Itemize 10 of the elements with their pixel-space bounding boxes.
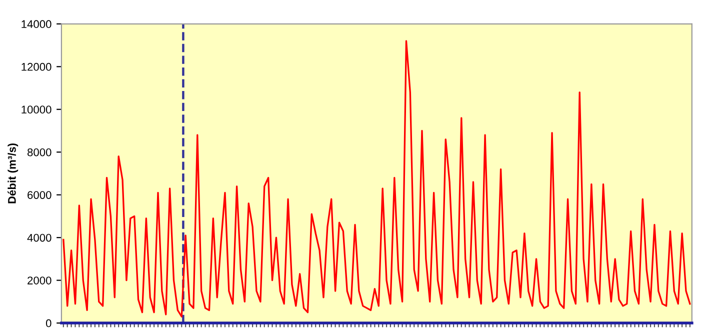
y-tick-label: 10000 bbox=[22, 106, 52, 114]
y-tick-label: 0 bbox=[46, 319, 52, 328]
y-tick-label: 14000 bbox=[22, 20, 52, 28]
line-series bbox=[62, 40, 691, 318]
y-axis-title: Débit (m³/s) bbox=[8, 143, 18, 204]
y-tick-label: 4000 bbox=[27, 234, 52, 242]
y-tick-label: 6000 bbox=[28, 191, 52, 199]
y-tick-label: 12000 bbox=[22, 62, 52, 71]
y-tick-label: 8000 bbox=[28, 148, 52, 156]
y-tick-label: 2000 bbox=[28, 276, 52, 284]
